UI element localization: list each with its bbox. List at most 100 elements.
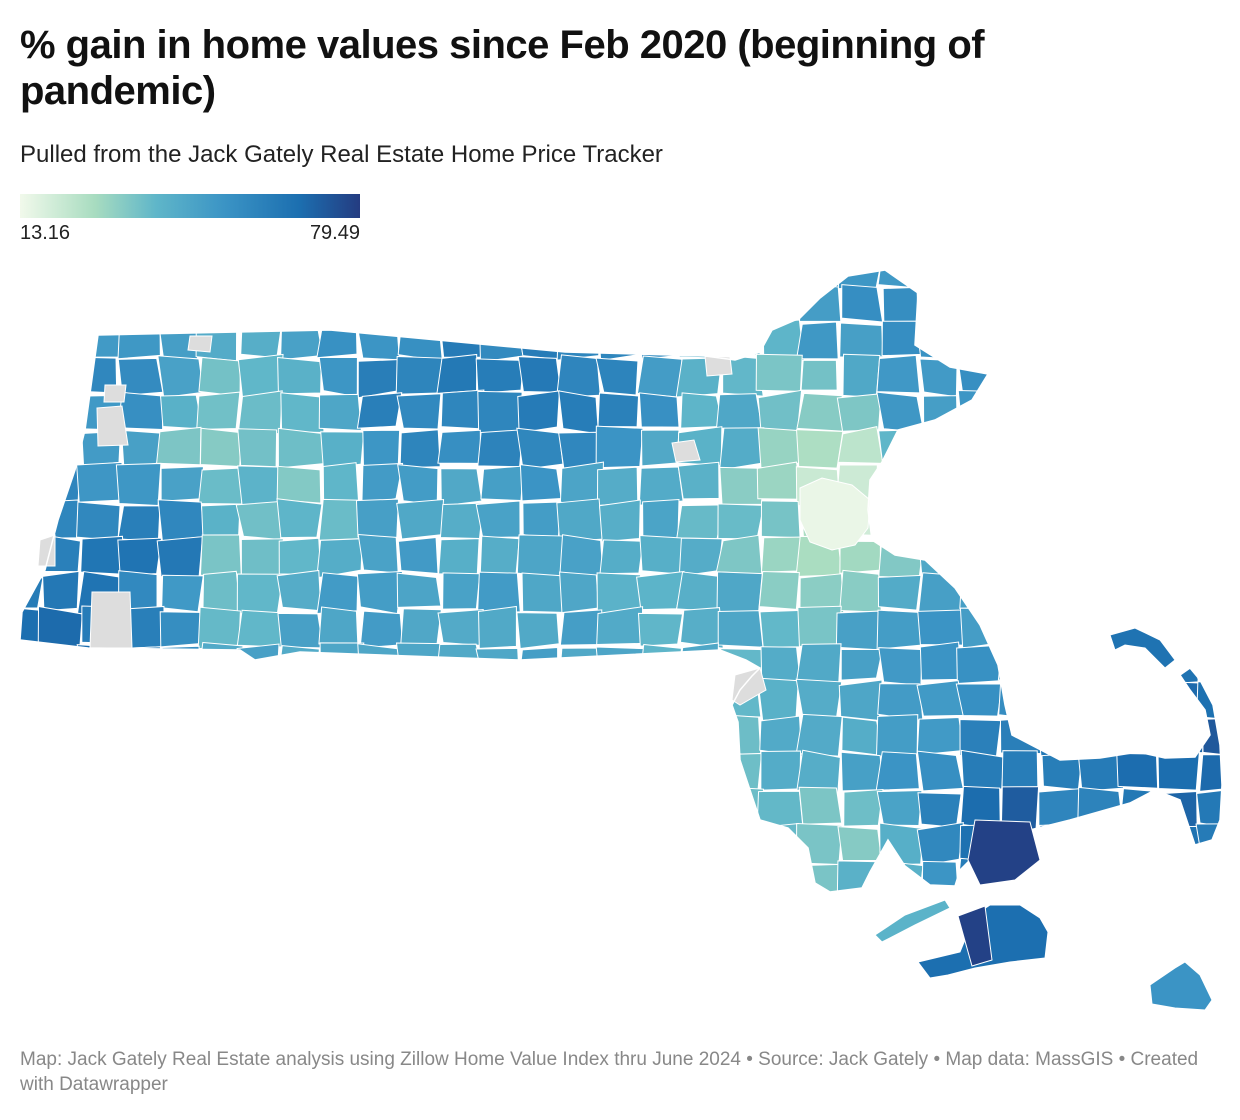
town-polygon — [281, 681, 325, 723]
town-polygon — [240, 318, 283, 359]
town-polygon — [800, 359, 838, 391]
town-polygon — [599, 539, 644, 575]
town-polygon — [996, 285, 1042, 326]
town-polygon — [559, 534, 604, 576]
town-polygon — [998, 270, 1043, 288]
town-polygon — [598, 282, 644, 323]
town-polygon — [20, 393, 39, 433]
town-polygon — [517, 647, 559, 684]
town-polygon — [20, 427, 45, 471]
no-data-town — [96, 405, 129, 447]
town-polygon — [798, 283, 842, 322]
town-polygon — [239, 895, 283, 935]
town-polygon — [841, 284, 884, 323]
town-polygon — [157, 499, 205, 542]
town-polygon — [276, 897, 323, 934]
town-polygon — [837, 894, 878, 936]
town-polygon — [960, 497, 1003, 536]
town-polygon — [795, 713, 843, 757]
town-polygon — [1076, 497, 1123, 540]
town-polygon — [200, 715, 244, 756]
town-polygon — [117, 505, 161, 543]
town-polygon — [917, 468, 963, 503]
town-polygon — [922, 395, 958, 434]
town-polygon — [439, 717, 484, 755]
town-polygon — [877, 270, 924, 289]
town-polygon — [1075, 389, 1121, 434]
town-polygon — [637, 786, 681, 824]
town-polygon — [676, 504, 725, 540]
town-polygon — [20, 270, 44, 289]
town-polygon — [40, 282, 79, 324]
town-polygon — [20, 643, 44, 685]
town-polygon — [1036, 533, 1084, 579]
town-polygon — [237, 822, 281, 865]
town-polygon — [279, 282, 321, 325]
no-data-town — [731, 667, 767, 706]
town-polygon — [1036, 576, 1082, 613]
town-polygon — [477, 896, 522, 937]
town-polygon — [356, 270, 401, 290]
town-polygon — [1198, 534, 1222, 578]
town-polygon — [318, 393, 362, 432]
town-polygon — [20, 680, 38, 718]
town-polygon — [235, 500, 284, 541]
chart-title: % gain in home values since Feb 2020 (be… — [20, 23, 985, 113]
town-polygon — [475, 682, 522, 719]
town-polygon — [597, 270, 644, 291]
town-polygon — [317, 829, 363, 864]
town-polygon — [1196, 609, 1222, 646]
town-polygon — [556, 354, 601, 398]
town-polygon — [76, 461, 123, 503]
town-polygon — [1118, 355, 1162, 395]
town-polygon — [1116, 319, 1165, 360]
town-polygon — [597, 392, 640, 428]
town-polygon — [916, 750, 964, 792]
town-polygon — [518, 681, 563, 719]
legend-max-label: 79.49 — [309, 222, 360, 244]
footer-credits: Map: Jack Gately Real Estate analysis us… — [20, 1049, 1199, 1095]
town-polygon — [679, 680, 721, 720]
town-polygon — [1001, 750, 1039, 793]
town-polygon — [842, 353, 881, 399]
town-polygon — [322, 284, 364, 327]
town-polygon — [516, 534, 565, 579]
town-polygon — [276, 465, 322, 504]
town-polygon — [239, 270, 284, 287]
town-polygon — [477, 858, 522, 892]
town-polygon — [995, 321, 1042, 362]
town-polygon — [37, 862, 81, 892]
town-polygon — [156, 900, 201, 933]
town-polygon — [438, 681, 483, 720]
town-polygon — [237, 353, 284, 398]
town-polygon — [359, 863, 398, 892]
town-polygon — [156, 536, 204, 578]
town-polygon — [558, 390, 600, 435]
town-polygon — [238, 285, 281, 324]
town-polygon — [36, 714, 82, 756]
town-polygon — [1197, 645, 1222, 682]
town-polygon — [1076, 822, 1124, 867]
town-polygon — [36, 646, 80, 680]
town-polygon — [835, 610, 880, 651]
town-polygon — [1117, 426, 1164, 467]
town-polygon — [1156, 537, 1199, 578]
falmouth-town — [967, 819, 1041, 886]
town-polygon — [39, 900, 83, 936]
town-polygon — [1081, 270, 1121, 289]
town-polygon — [517, 860, 563, 892]
town-polygon — [596, 606, 644, 646]
town-polygon — [480, 465, 525, 501]
town-polygon — [357, 533, 399, 574]
town-polygon — [521, 572, 564, 613]
town-polygon — [957, 284, 1003, 326]
town-polygon — [438, 827, 480, 865]
town-polygon — [481, 713, 522, 759]
town-polygon — [637, 317, 683, 360]
town-polygon — [602, 898, 640, 936]
town-polygon — [396, 572, 442, 608]
town-polygon — [555, 270, 600, 289]
town-polygon — [159, 394, 204, 430]
town-polygon — [76, 318, 124, 358]
town-polygon — [517, 356, 562, 393]
